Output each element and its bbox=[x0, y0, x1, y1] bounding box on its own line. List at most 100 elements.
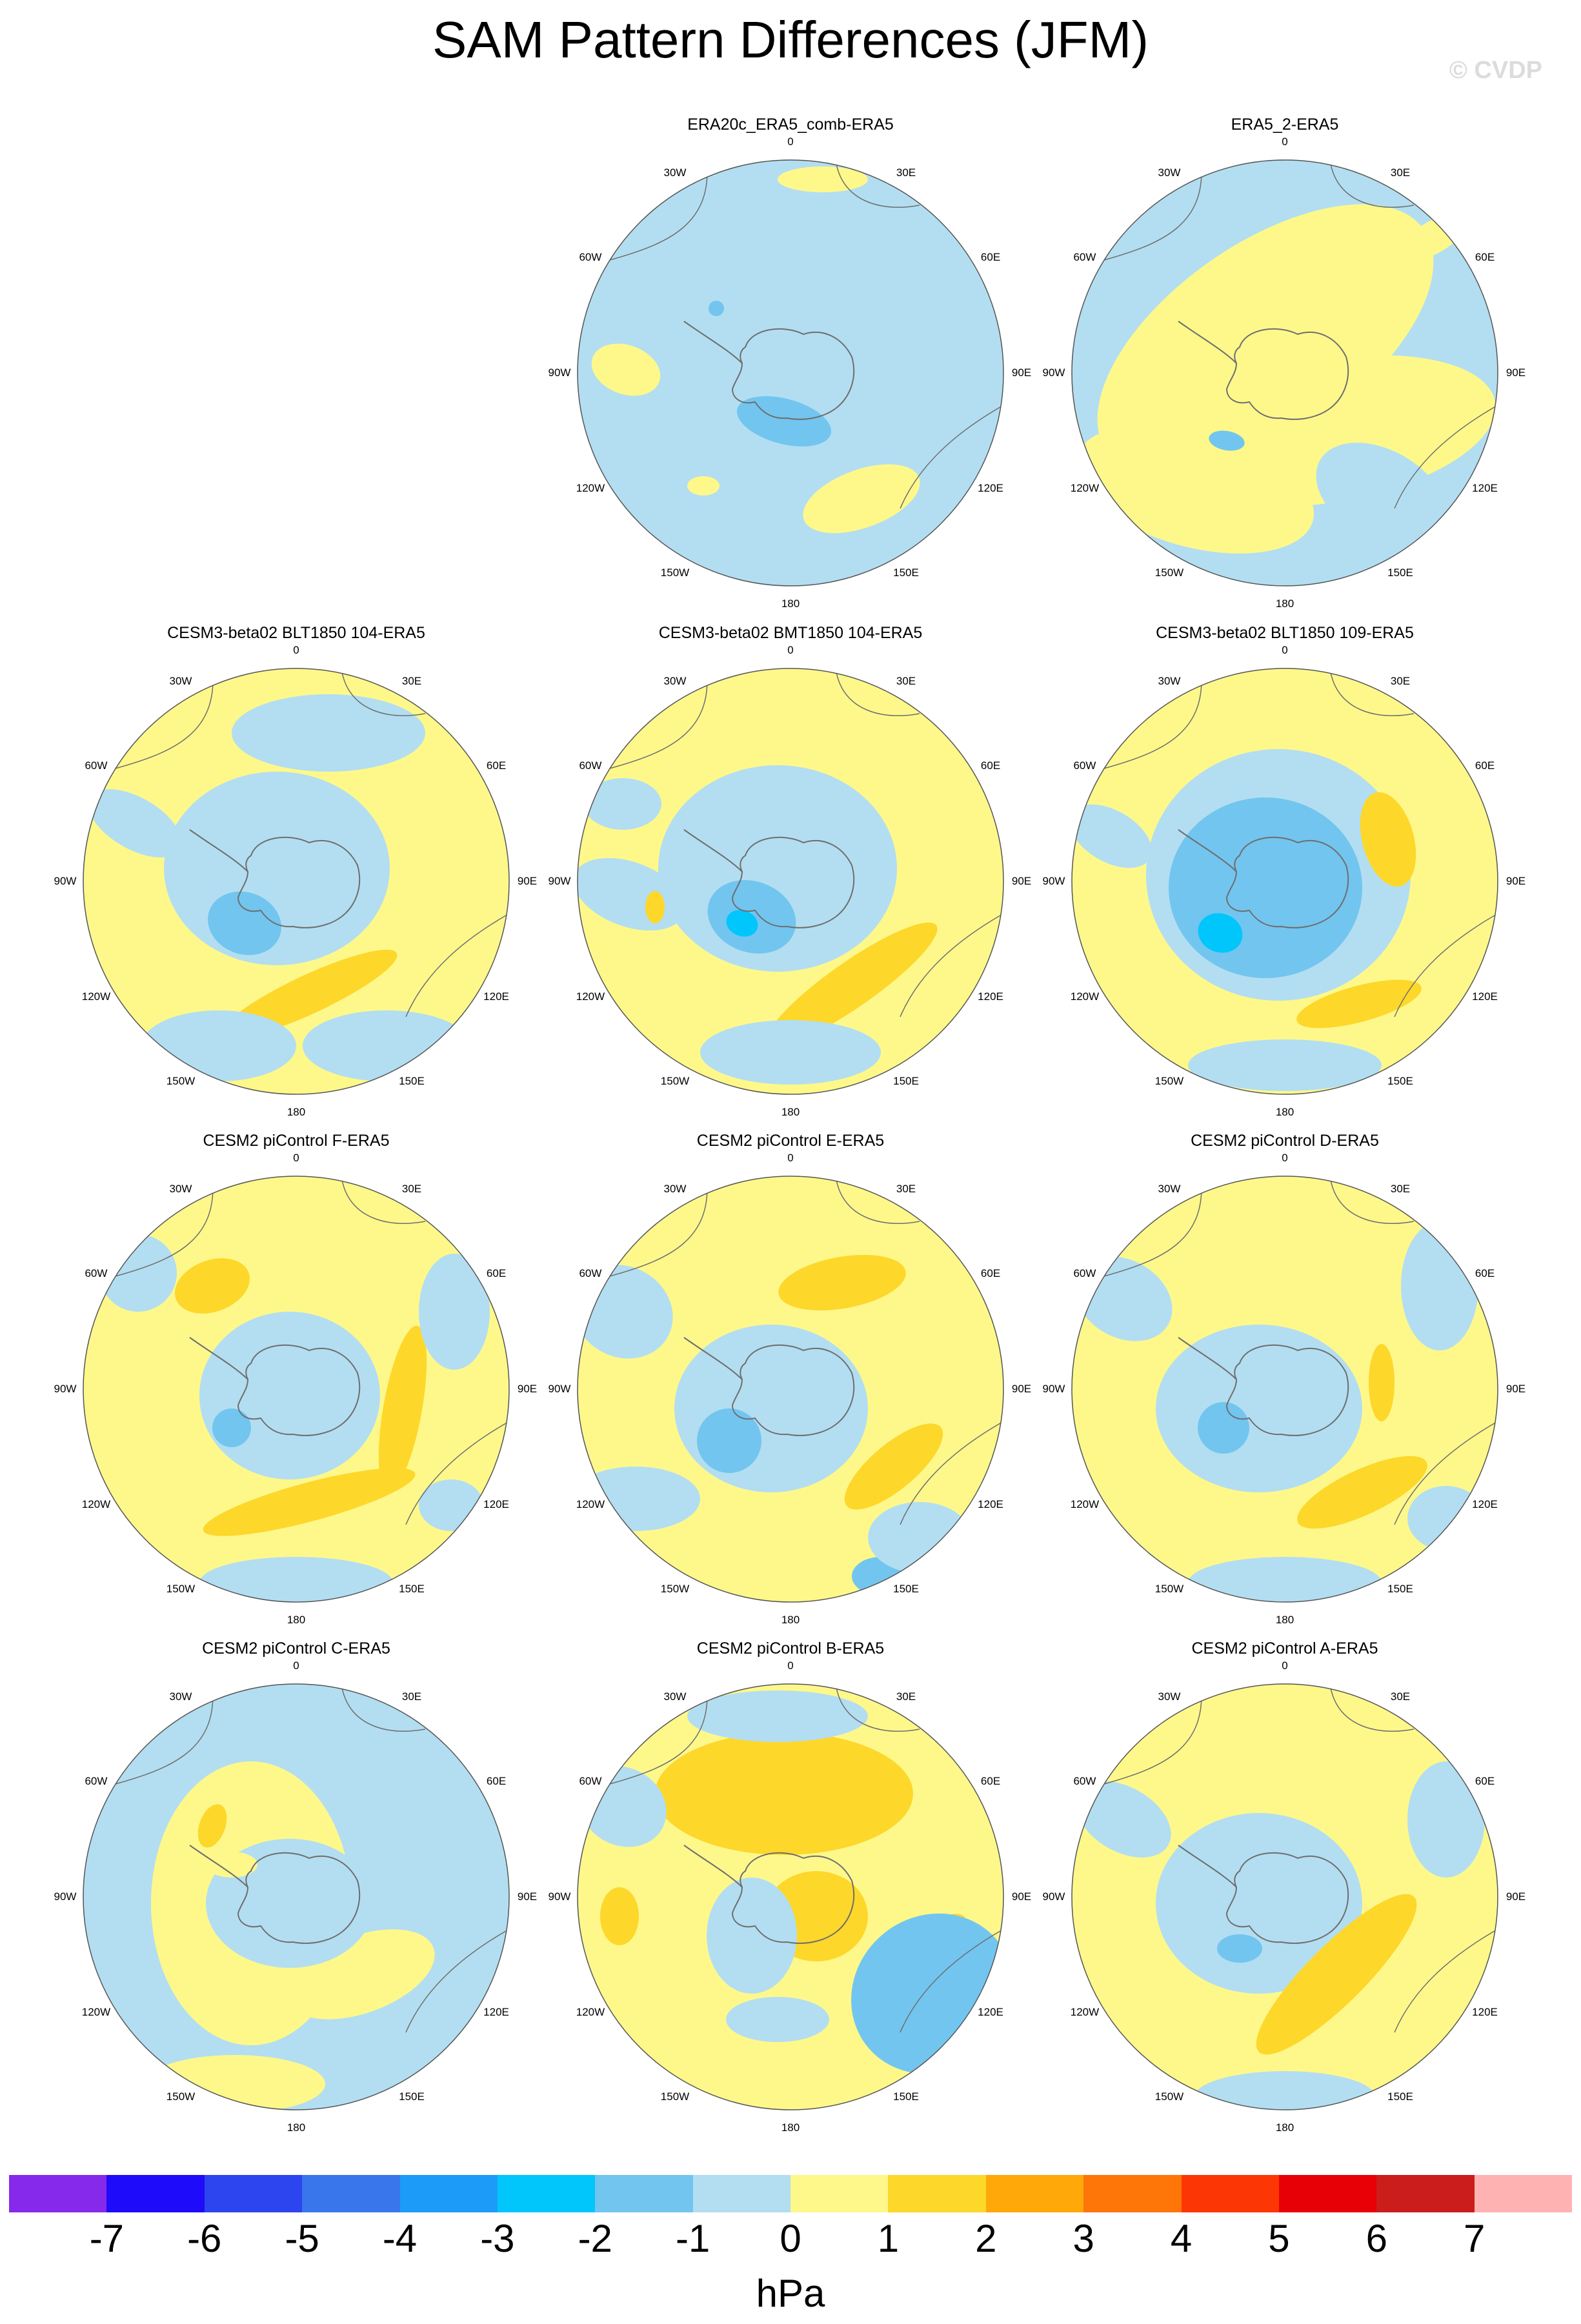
colorbar-tick-label: 5 bbox=[1268, 2217, 1290, 2260]
longitude-label: 90W bbox=[54, 1890, 77, 1903]
colorbar-tick-label: -2 bbox=[578, 2217, 612, 2260]
longitude-label: 90W bbox=[1042, 1890, 1065, 1903]
colorbar-tick-label: 3 bbox=[1072, 2217, 1094, 2260]
antarctica-coastline bbox=[237, 1344, 361, 1436]
longitude-label: 150E bbox=[893, 2090, 919, 2103]
africa-coastline bbox=[835, 160, 920, 208]
longitude-label: 180 bbox=[781, 597, 800, 610]
australia-coastline bbox=[405, 1928, 509, 2033]
longitude-label: 30E bbox=[1390, 674, 1411, 687]
longitude-label: 180 bbox=[781, 1106, 800, 1118]
anomaly-contour bbox=[1360, 792, 1416, 887]
panel-title: ERA5_2-ERA5 bbox=[1231, 115, 1339, 134]
map-border bbox=[83, 1176, 510, 1603]
map-border bbox=[1071, 1683, 1498, 2110]
map-panel: CESM3-beta02 BMT1850 104-ERA5 0 30E 60E 90E 1… bbox=[539, 623, 1042, 1127]
longitude-label: 120E bbox=[483, 2006, 509, 2018]
panel-title: CESM3-beta02 BLT1850 104-ERA5 bbox=[167, 624, 425, 642]
longitude-label: 120W bbox=[81, 2006, 111, 2018]
colorbar-tick-label: 0 bbox=[780, 2217, 801, 2260]
longitude-label: 90W bbox=[548, 1383, 571, 1395]
anomaly-contour bbox=[844, 1423, 943, 1510]
peninsula-coastline bbox=[683, 1337, 743, 1380]
colorbar bbox=[9, 2175, 1572, 2212]
africa-coastline bbox=[835, 1176, 920, 1225]
longitude-label: 120E bbox=[978, 1498, 1003, 1510]
longitude-label: 90E bbox=[1505, 366, 1526, 379]
longitude-label: 90W bbox=[1042, 366, 1065, 379]
longitude-label: 120W bbox=[576, 482, 605, 494]
anomaly-contour bbox=[687, 1690, 868, 1742]
panel-title: ERA20c_ERA5_comb-ERA5 bbox=[687, 115, 894, 134]
colorbar-swatch bbox=[106, 2175, 205, 2212]
colorbar-tick-label: -4 bbox=[382, 2217, 418, 2260]
longitude-label: 60W bbox=[1073, 1775, 1096, 1787]
longitude-label: 90E bbox=[1011, 1890, 1032, 1903]
longitude-label: 60E bbox=[1475, 251, 1495, 263]
longitude-label: 120W bbox=[576, 1498, 605, 1510]
longitude-label: 0 bbox=[293, 1659, 299, 1672]
longitude-label: 150W bbox=[1154, 1075, 1184, 1088]
anomaly-contour bbox=[1169, 797, 1362, 978]
longitude-label: 150W bbox=[166, 1583, 196, 1596]
colorbar-tick-label: -6 bbox=[187, 2217, 222, 2260]
map-panel: CESM2 piControl A-ERA5 0 30E 60E 90E 120E 150E… bbox=[1033, 1639, 1536, 2142]
africa-coastline bbox=[341, 668, 426, 717]
longitude-label: 180 bbox=[1275, 1614, 1294, 1626]
anomaly-contour bbox=[1188, 1557, 1382, 1602]
anomaly-contour bbox=[584, 778, 661, 830]
longitude-label: 120E bbox=[1472, 990, 1498, 1003]
longitude-label: 60E bbox=[1475, 1267, 1495, 1279]
anomaly-contour bbox=[199, 1312, 380, 1479]
polar-map bbox=[83, 1683, 510, 2110]
africa-coastline bbox=[835, 1684, 920, 1732]
longitude-label: 120E bbox=[1472, 482, 1498, 494]
longitude-label: 60W bbox=[85, 759, 108, 772]
anomaly-contour bbox=[674, 1325, 868, 1492]
longitude-label: 60W bbox=[579, 251, 602, 263]
south-america-coastline bbox=[115, 1684, 214, 1785]
anomaly-contour bbox=[1407, 1761, 1485, 1878]
south-america-coastline bbox=[115, 668, 214, 769]
longitude-label: 60E bbox=[980, 251, 1001, 263]
longitude-label: 150W bbox=[660, 1583, 690, 1596]
australia-coastline bbox=[1394, 1421, 1498, 1525]
map-border bbox=[577, 1683, 1004, 2110]
anomaly-contour bbox=[1217, 1934, 1262, 1963]
colorbar-tick-label: -7 bbox=[89, 2217, 125, 2260]
anomaly-contour bbox=[1297, 1456, 1427, 1529]
longitude-label: 0 bbox=[1282, 1659, 1288, 1672]
anomaly-contour bbox=[1198, 913, 1243, 953]
longitude-label: 90E bbox=[517, 1890, 538, 1903]
anomaly-contour bbox=[232, 694, 425, 772]
panel-title: CESM2 piControl B-ERA5 bbox=[696, 1639, 885, 1658]
south-america-coastline bbox=[1103, 1176, 1202, 1277]
longitude-label: 120W bbox=[1070, 990, 1100, 1003]
longitude-label: 180 bbox=[287, 2121, 306, 2134]
colorbar-swatch bbox=[1376, 2175, 1475, 2212]
anomaly-contour bbox=[303, 1010, 470, 1081]
australia-coastline bbox=[1394, 913, 1498, 1017]
colorbar-swatch bbox=[985, 2175, 1084, 2212]
longitude-label: 60E bbox=[980, 1267, 1001, 1279]
map-panel: CESM2 piControl D-ERA5 0 30E 60E 90E 120E 150E… bbox=[1033, 1131, 1536, 1634]
longitude-label: 30E bbox=[896, 1690, 916, 1703]
longitude-label: 150E bbox=[893, 1075, 919, 1088]
longitude-label: 30E bbox=[1390, 1182, 1411, 1195]
longitude-label: 120W bbox=[1070, 1498, 1100, 1510]
map-border bbox=[1071, 1176, 1498, 1603]
anomaly-contour bbox=[1072, 804, 1152, 868]
longitude-label: 30E bbox=[1390, 166, 1411, 179]
anomaly-contour bbox=[145, 2055, 325, 2110]
longitude-label: 60E bbox=[980, 1775, 1001, 1787]
colorbar-swatch bbox=[302, 2175, 400, 2212]
polar-map bbox=[83, 1176, 510, 1603]
australia-coastline bbox=[900, 913, 1003, 1017]
map-border bbox=[577, 1176, 1004, 1603]
antarctica-coastline bbox=[731, 836, 855, 928]
longitude-label: 90W bbox=[54, 875, 77, 887]
polar-map bbox=[1071, 1176, 1498, 1603]
colorbar-swatch bbox=[204, 2175, 303, 2212]
anomaly-contour bbox=[726, 910, 758, 937]
longitude-label: 150E bbox=[399, 1583, 425, 1596]
